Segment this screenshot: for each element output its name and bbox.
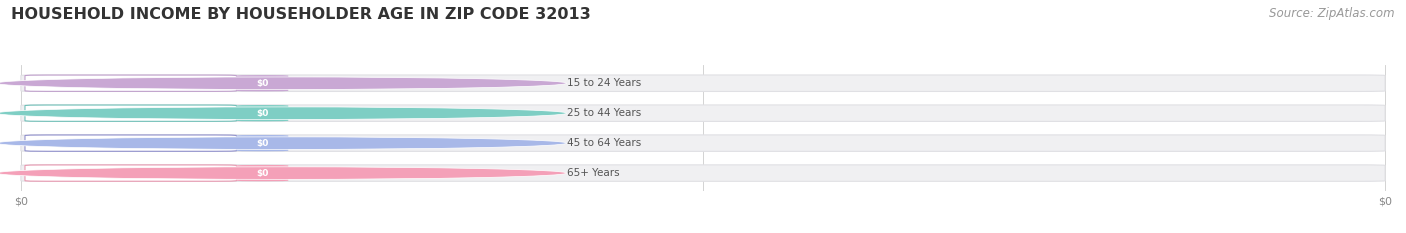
Circle shape	[0, 137, 567, 149]
FancyBboxPatch shape	[25, 165, 236, 181]
FancyBboxPatch shape	[236, 165, 288, 181]
Text: $0: $0	[256, 79, 269, 88]
Circle shape	[0, 77, 567, 89]
Text: $0: $0	[256, 139, 269, 148]
FancyBboxPatch shape	[25, 105, 236, 121]
Text: Source: ZipAtlas.com: Source: ZipAtlas.com	[1270, 7, 1395, 20]
FancyBboxPatch shape	[236, 135, 288, 151]
Text: 15 to 24 Years: 15 to 24 Years	[567, 78, 641, 88]
FancyBboxPatch shape	[236, 105, 288, 121]
FancyBboxPatch shape	[25, 135, 236, 151]
FancyBboxPatch shape	[21, 75, 1385, 92]
Text: 25 to 44 Years: 25 to 44 Years	[567, 108, 641, 118]
Text: 65+ Years: 65+ Years	[567, 168, 619, 178]
FancyBboxPatch shape	[21, 135, 1385, 151]
Text: HOUSEHOLD INCOME BY HOUSEHOLDER AGE IN ZIP CODE 32013: HOUSEHOLD INCOME BY HOUSEHOLDER AGE IN Z…	[11, 7, 591, 22]
Text: $0: $0	[256, 109, 269, 118]
FancyBboxPatch shape	[236, 75, 288, 91]
Text: 45 to 64 Years: 45 to 64 Years	[567, 138, 641, 148]
Circle shape	[0, 167, 567, 179]
Text: $0: $0	[256, 169, 269, 178]
FancyBboxPatch shape	[21, 105, 1385, 121]
Circle shape	[0, 107, 567, 120]
FancyBboxPatch shape	[25, 75, 236, 91]
FancyBboxPatch shape	[21, 165, 1385, 181]
